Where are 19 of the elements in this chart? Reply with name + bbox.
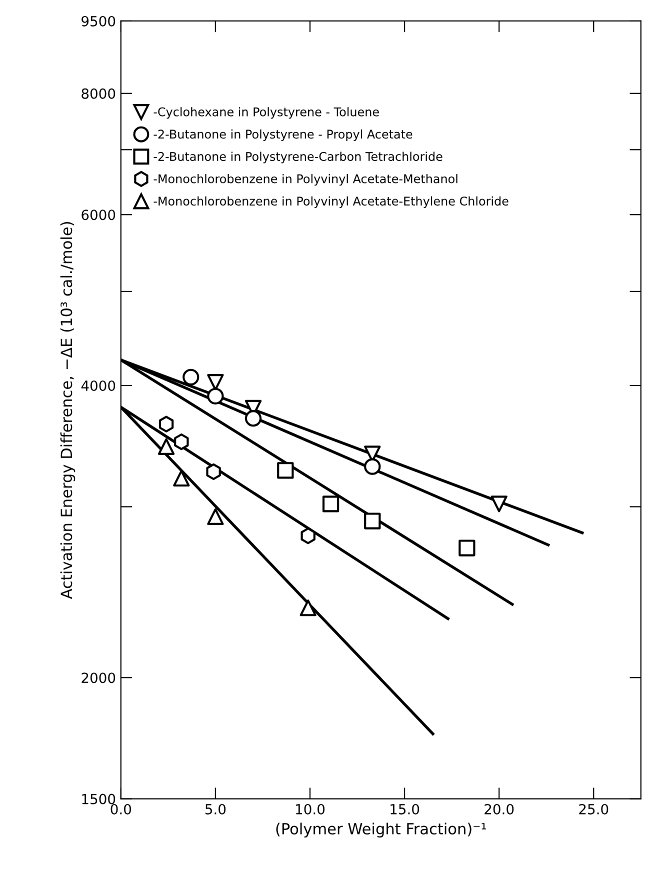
x-tick-label: 10.0 [296,804,325,814]
y-axis-title: Activation Energy Difference, −ΔE (10³ cal./mole) [60,222,76,599]
y-tick-label: 4000 [81,380,116,391]
legend-label: -2-Butanone in Polystyrene - Propyl Acetate [154,129,412,141]
legend-label: -Cyclohexane in Polystyrene - Toluene [154,107,379,119]
x-tick-label: 5.0 [205,804,226,814]
legend-label: -2-Butanone in Polystyrene-Carbon Tetrachloride [154,152,442,164]
x-axis-title: (Polymer Weight Fraction)⁻¹ [276,822,486,838]
y-tick-label: 6000 [82,210,116,220]
x-tick-label: 0.0 [110,804,132,814]
legend-label: -Monochlorobenzene in Polyvinyl Acetate-Ethylene Chloride [154,196,508,208]
y-tick-label: 8000 [82,88,116,99]
y-tick-label: 9500 [82,16,116,26]
y-tick-label: 2000 [82,672,116,684]
x-tick-label: 15.0 [390,804,420,814]
x-tick-label: 25.0 [579,804,608,814]
legend-label: -Monochlorobenzene in Polyvinyl Acetate-Methanol [154,174,458,186]
x-tick-label: 20.0 [484,804,514,814]
y-tick-label: 1500 [82,794,116,804]
